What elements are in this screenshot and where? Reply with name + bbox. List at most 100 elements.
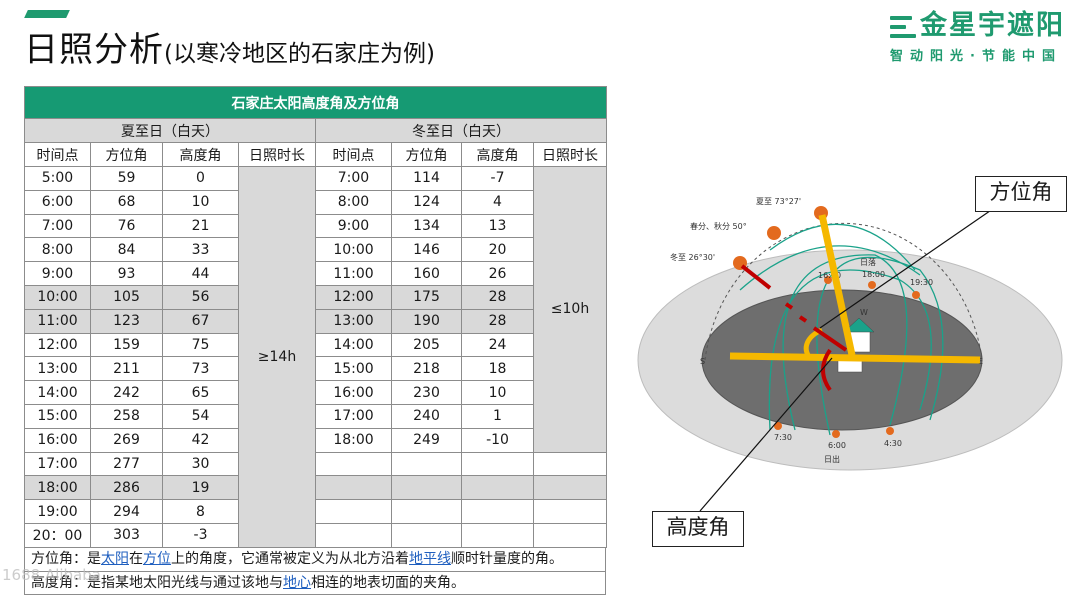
summer-azimuth-cell: 123 (90, 308, 163, 334)
winter-time-cell: 17:00 (315, 403, 392, 429)
brand-logo: 金星宇遮阳 智动阳光·节能中国 (888, 8, 1074, 66)
label-east: E (978, 357, 983, 366)
red-ray-dot-2 (798, 315, 808, 323)
winter-altitude-cell: 4 (461, 189, 534, 215)
table-row: 18:00 286 19 (24, 475, 607, 501)
summer-altitude-cell: 67 (162, 308, 239, 334)
sun-angle-table-container: 石家庄太阳高度角及方位角 夏至日（白天） 冬至日（白天） 时间点 方位角 高度角… (24, 86, 607, 548)
note-text: 上的角度，它通常被定义为从北方沿着 (171, 551, 409, 567)
summer-altitude-cell: -3 (162, 522, 239, 548)
summer-azimuth-cell: 159 (90, 332, 163, 358)
summer-time-cell: 18:00 (24, 475, 91, 501)
summer-altitude-cell: 75 (162, 332, 239, 358)
winter-azimuth-cell: 218 (391, 356, 462, 382)
summer-azimuth-cell: 93 (90, 261, 163, 286)
link-earth-center[interactable]: 地心 (283, 575, 311, 591)
summer-time-cell: 9:00 (24, 261, 91, 286)
horizon-beam (729, 352, 981, 364)
empty-cell (533, 522, 607, 548)
sun-markers (733, 206, 920, 438)
winter-time-cell: 16:00 (315, 380, 392, 405)
altitude-arc (821, 348, 832, 392)
table-row: 14:00 242 65 16:00 230 10 (24, 380, 607, 405)
empty-cell (461, 522, 534, 548)
winter-time-cell: 10:00 (315, 237, 392, 263)
winter-azimuth-cell: 175 (391, 284, 462, 310)
summer-time-cell: 15:00 (24, 403, 91, 429)
summer-azimuth-cell: 258 (90, 403, 163, 429)
table-row: 6:00 68 10 8:00 124 4 (24, 189, 607, 215)
title-accent-bar (24, 10, 70, 18)
summer-time-cell: 19:00 (24, 499, 91, 524)
link-horizon[interactable]: 地平线 (409, 551, 451, 567)
empty-cell (461, 499, 534, 524)
summer-time-cell: 5:00 (24, 166, 91, 191)
col-header-winter-azimuth: 方位角 (391, 142, 462, 167)
callout-altitude: 高度角 (652, 511, 744, 547)
table-row: 11:00 123 67 13:00 190 28 (24, 308, 607, 334)
label-time-1930: 19:30 (910, 278, 933, 287)
summer-time-cell: 11:00 (24, 308, 91, 334)
page-title-main: 日照分析 (24, 30, 164, 70)
house-icon (837, 317, 875, 373)
summer-altitude-cell: 42 (162, 427, 239, 453)
winter-altitude-cell: 18 (461, 356, 534, 382)
col-header-winter-time: 时间点 (315, 142, 392, 167)
red-ray-lower (812, 326, 848, 352)
note-text: ：是指某地太阳光线与通过该地与 (73, 575, 283, 591)
winter-altitude-cell: 20 (461, 237, 534, 263)
table-row: 7:00 76 21 9:00 134 13 (24, 213, 607, 239)
summer-time-cell: 17:00 (24, 451, 91, 477)
sun-path-diagram: 夏至 73°27' 春分、秋分 50° 冬至 26°30' 16:30 18:0… (637, 197, 1063, 512)
winter-solstice-header: 冬至日（白天） (315, 118, 607, 143)
summer-azimuth-cell: 76 (90, 213, 163, 239)
link-azimuth[interactable]: 方位 (143, 551, 171, 567)
summer-azimuth-cell: 211 (90, 356, 163, 382)
summer-time-cell: 8:00 (24, 237, 91, 263)
page-title: 日照分析(以寒冷地区的石家庄为例) (24, 30, 435, 74)
summer-time-cell: 10:00 (24, 284, 91, 310)
winter-altitude-cell: 26 (461, 261, 534, 286)
brand-name: 金星宇遮阳 (920, 10, 1065, 41)
col-header-winter-altitude: 高度角 (461, 142, 534, 167)
summer-time-cell: 12:00 (24, 332, 91, 358)
link-sun[interactable]: 太阳 (101, 551, 129, 567)
summer-azimuth-cell: 242 (90, 380, 163, 405)
page-title-subtitle: (以寒冷地区的石家庄为例) (164, 41, 435, 67)
winter-time-cell: 15:00 (315, 356, 392, 382)
summer-altitude-cell: 44 (162, 261, 239, 286)
label-sunrise: 日出 (824, 454, 840, 464)
label-time-1630: 16:30 (818, 271, 841, 280)
winter-altitude-cell: 13 (461, 213, 534, 239)
summer-duration-cell: ≥14h (238, 166, 316, 548)
winter-time-cell: 8:00 (315, 189, 392, 215)
summer-altitude-cell: 21 (162, 213, 239, 239)
winter-azimuth-cell: 146 (391, 237, 462, 263)
table-row: 10:00 105 56 12:00 175 28 (24, 284, 607, 310)
winter-altitude-cell: 28 (461, 308, 534, 334)
empty-cell (315, 451, 392, 477)
label-sunset: 日落 (860, 257, 876, 267)
label-time-0730: 7:30 (774, 433, 792, 442)
summer-azimuth-cell: 59 (90, 166, 163, 191)
col-header-summer-azimuth: 方位角 (90, 142, 163, 167)
summer-altitude-cell: 73 (162, 356, 239, 382)
winter-altitude-cell: -7 (461, 166, 534, 191)
label-time-0430: 4:30 (884, 439, 902, 448)
winter-azimuth-cell: 124 (391, 189, 462, 215)
red-ray-upper (740, 264, 772, 290)
winter-duration-cell: ≤10h (533, 166, 607, 453)
empty-cell (533, 451, 607, 477)
celestial-dome (704, 222, 983, 361)
diagram-labels: 夏至 73°27' 春分、秋分 50° 冬至 26°30' 16:30 18:0… (670, 197, 983, 464)
col-header-summer-time: 时间点 (24, 142, 91, 167)
winter-azimuth-cell: 205 (391, 332, 462, 358)
note-azimuth-definition: 方位角：是太阳在方位上的角度，它通常被定义为从北方沿着地平线顺时针量度的角。 (25, 548, 605, 571)
summer-altitude-cell: 65 (162, 380, 239, 405)
table-row: 15:00 258 54 17:00 240 1 (24, 403, 607, 429)
winter-altitude-cell: 28 (461, 284, 534, 310)
summer-azimuth-cell: 269 (90, 427, 163, 453)
table-row: 13:00 211 73 15:00 218 18 (24, 356, 607, 382)
table-row: 9:00 93 44 11:00 160 26 (24, 261, 607, 286)
red-ray-dot-1 (784, 302, 794, 310)
